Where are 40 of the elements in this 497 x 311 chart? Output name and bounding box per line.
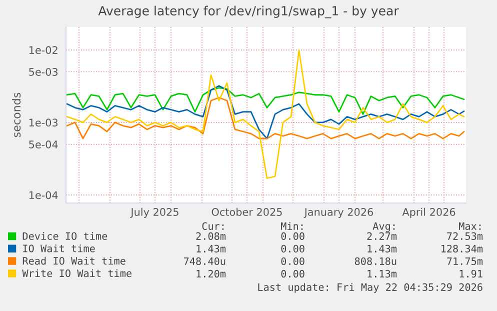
chart-title: Average latency for /dev/ring1/swap_1 - by year — [98, 6, 399, 18]
y-tick-label: 1e-02 — [29, 46, 58, 54]
text: 0.00 — [281, 270, 304, 278]
text: 0.00 — [281, 257, 304, 266]
x-tick-label: January 2026 — [304, 208, 373, 218]
line-series — [66, 85, 465, 140]
text: 1.43m — [196, 244, 226, 253]
text: 0.00 — [281, 244, 304, 253]
text: 1.13m — [368, 270, 397, 278]
text: Cur: — [202, 222, 224, 230]
x-tick-label: April 2026 — [402, 208, 456, 218]
text: 1.43m — [368, 244, 397, 253]
text: 2.08m — [196, 232, 226, 240]
text: Avg: — [372, 222, 395, 232]
text: 128.34m — [441, 244, 483, 253]
text: Min: — [281, 222, 303, 230]
x-tick-label: October 2025 — [212, 208, 282, 216]
legend-label: IO Wait time — [23, 244, 95, 252]
y-tick-label: 1e-04 — [29, 191, 58, 200]
text: 71.75m — [447, 258, 483, 266]
line-series — [66, 96, 465, 140]
text: Last update: Fri May 22 04:35:29 2026 — [258, 283, 482, 293]
y-tick-label: 1e-03 — [29, 118, 58, 127]
y-tick-label: 5e-04 — [29, 140, 58, 148]
text: 2.27m — [367, 232, 397, 240]
line-series — [66, 49, 465, 179]
y-axis-title: seconds — [12, 92, 21, 138]
text: 1.20m — [196, 270, 226, 278]
line-series — [66, 87, 465, 115]
legend-label: Read IO Wait time — [22, 256, 126, 265]
text: 72.53m — [447, 232, 483, 240]
text: Max: — [459, 222, 481, 230]
text: 808.18u — [354, 257, 396, 266]
text: 1.91 — [460, 270, 482, 278]
y-tick-label: 5e-03 — [29, 68, 58, 76]
legend-label: Write IO Wait time — [22, 269, 132, 278]
text: 0.00 — [281, 232, 304, 240]
x-tick-label: July 2025 — [130, 208, 178, 218]
text: 748.40u — [184, 257, 226, 266]
legend-label: Device IO time — [22, 232, 108, 240]
